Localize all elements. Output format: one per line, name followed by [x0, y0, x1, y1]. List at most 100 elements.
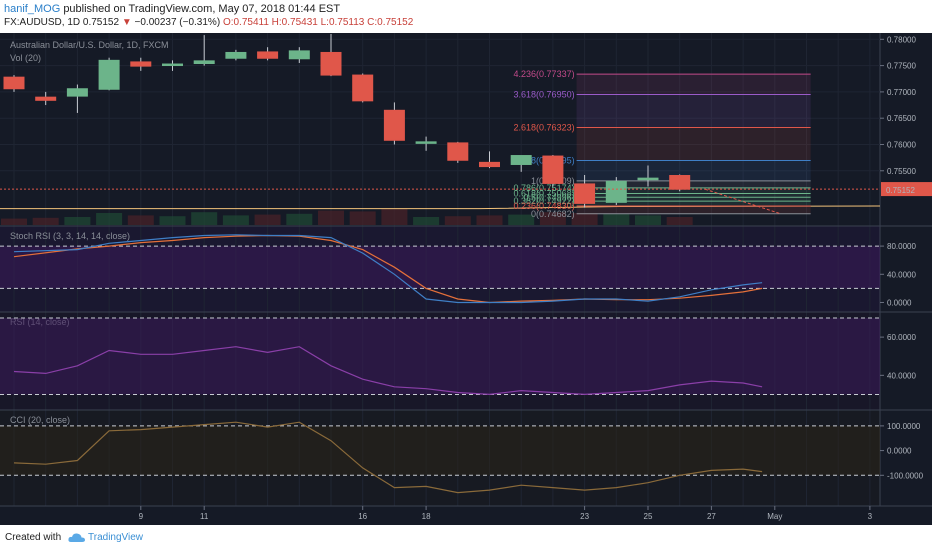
- cci-line: [13, 421, 763, 494]
- volume-bar: [508, 214, 535, 225]
- candle-up: [66, 88, 88, 97]
- x-tick-label: 11: [200, 512, 209, 521]
- volume-bar: [571, 213, 598, 225]
- stoch-tick-label: 0.0000: [887, 298, 912, 307]
- x-tick-label: 3: [868, 512, 873, 521]
- fib-level-label: 0.618(0.75068): [514, 189, 575, 199]
- candle-up: [288, 50, 310, 60]
- fib-zone: [576, 160, 811, 181]
- cci-tick-label: -100.0000: [887, 471, 924, 480]
- candle-up: [605, 180, 627, 203]
- volume-bar: [32, 217, 59, 225]
- volume-bar: [222, 215, 249, 225]
- last-price-tag-label: 0.75152: [886, 186, 915, 195]
- symbol-header: FX:AUDUSD, 1D 0.75152 ▼ −0.00237 (−0.31%…: [4, 17, 413, 28]
- candle-down: [383, 109, 405, 141]
- publish-header: hanif_MOG published on TradingView.com, …: [4, 3, 340, 15]
- candle-down: [35, 96, 57, 101]
- fib-zone: [576, 94, 811, 128]
- cci-band-fill: [0, 425, 880, 476]
- candle-up: [162, 63, 183, 67]
- cci-tick-label: 100.0000: [887, 422, 921, 431]
- fib-level-label: 2.618(0.76323): [514, 123, 575, 133]
- fib-level-label: 0.382(0.74922): [514, 196, 575, 206]
- candle-up: [225, 51, 247, 59]
- fib-zone: [576, 187, 811, 194]
- fib-zone: [576, 180, 811, 188]
- candle-down: [320, 51, 342, 76]
- volume-bar: [476, 215, 503, 225]
- published-text: published on TradingView.com, May 07, 20…: [63, 3, 341, 15]
- fib-zone: [576, 201, 811, 207]
- down-arrow-icon: ▼: [121, 17, 132, 28]
- candle-down: [574, 183, 596, 204]
- candle-up: [193, 60, 215, 65]
- stoch-tick-label: 80.0000: [887, 242, 916, 251]
- candle-down: [669, 175, 691, 190]
- created-with-text: Created with: [5, 532, 62, 543]
- symbol-label: FX:AUDUSD, 1D: [4, 17, 81, 28]
- volume-bar: [349, 211, 376, 225]
- stoch-band-fill: [0, 246, 880, 289]
- fib-zone: [576, 197, 811, 202]
- volume-bar: [635, 215, 661, 225]
- volume-label: Vol (20): [10, 53, 41, 63]
- price-tick-label: 0.77000: [887, 88, 916, 97]
- stoch-rsi-label: Stoch RSI (3, 3, 14, 14, close): [10, 231, 130, 241]
- rsi-band-fill: [0, 318, 880, 395]
- chart-title: Australian Dollar/U.S. Dollar, 1D, FXCM: [10, 40, 169, 50]
- candle-down: [257, 51, 279, 59]
- fib-trend-line: [704, 188, 782, 215]
- candle-down: [479, 161, 500, 168]
- fib-level-label: 0.5(0.74996): [524, 192, 575, 202]
- price-tick-label: 0.77500: [887, 62, 916, 71]
- fib-level-label: 3.618(0.76950): [514, 90, 575, 100]
- volume-bar: [286, 213, 313, 225]
- volume-bar: [444, 216, 471, 225]
- ohlc-values: O:0.75411 H:0.75431 L:0.75113 C:0.75152: [222, 17, 414, 28]
- footer: Created with TradingView: [0, 525, 932, 550]
- rsi-tick-label: 40.0000: [887, 371, 916, 380]
- volume-bar: [381, 209, 408, 225]
- candle-down: [542, 155, 564, 184]
- fib-level-label: 0.236(0.74830): [514, 201, 575, 211]
- price-tick-label: 0.76500: [887, 114, 916, 123]
- volume-bar: [159, 216, 186, 225]
- volume-bar: [413, 217, 440, 225]
- stoch-k-line: [13, 234, 763, 304]
- price-change: −0.00237 (−0.31%): [134, 17, 221, 28]
- fib-level-label: 0.786(0.75174): [514, 183, 575, 193]
- chart-canvas[interactable]: 0.78000 0.77500 0.77000 0.76500 0.76000 0.755…: [0, 33, 932, 525]
- x-tick-label: 18: [422, 512, 431, 521]
- candle-down: [352, 74, 374, 102]
- fib-zone: [576, 74, 811, 95]
- candle-down: [130, 61, 152, 67]
- author-link[interactable]: hanif_MOG: [4, 3, 61, 15]
- candle-up: [415, 141, 437, 144]
- last-price-tag: [881, 182, 932, 197]
- volume-bar: [666, 217, 693, 225]
- stoch-d-line: [13, 234, 763, 304]
- fib-zone: [576, 206, 811, 214]
- volume-bar: [127, 215, 154, 225]
- rsi-line: [13, 346, 763, 396]
- price-tick-label: 0.78000: [887, 35, 916, 44]
- last-price: 0.75152: [82, 17, 120, 28]
- price-tick-label: 0.76000: [887, 140, 916, 149]
- x-tick-label: 23: [580, 512, 589, 521]
- tradingview-cloud-icon: [68, 533, 85, 542]
- volume-bar: [1, 218, 27, 225]
- volume-bar: [191, 212, 218, 225]
- volume-bar: [603, 213, 630, 225]
- volume-bar: [254, 214, 281, 225]
- x-tick-label: 9: [139, 512, 144, 521]
- fib-level-label: 4.236(0.77337): [514, 69, 575, 79]
- x-tick-label: 27: [707, 512, 716, 521]
- rsi-tick-label: 60.0000: [887, 333, 916, 342]
- cci-label: CCI (20, close): [10, 415, 70, 425]
- price-tick-label: 0.75500: [887, 167, 916, 176]
- tradingview-brand-link[interactable]: TradingView: [88, 532, 144, 543]
- candle-down: [447, 142, 469, 161]
- volume-bar: [64, 217, 91, 225]
- volume-bar: [96, 213, 123, 225]
